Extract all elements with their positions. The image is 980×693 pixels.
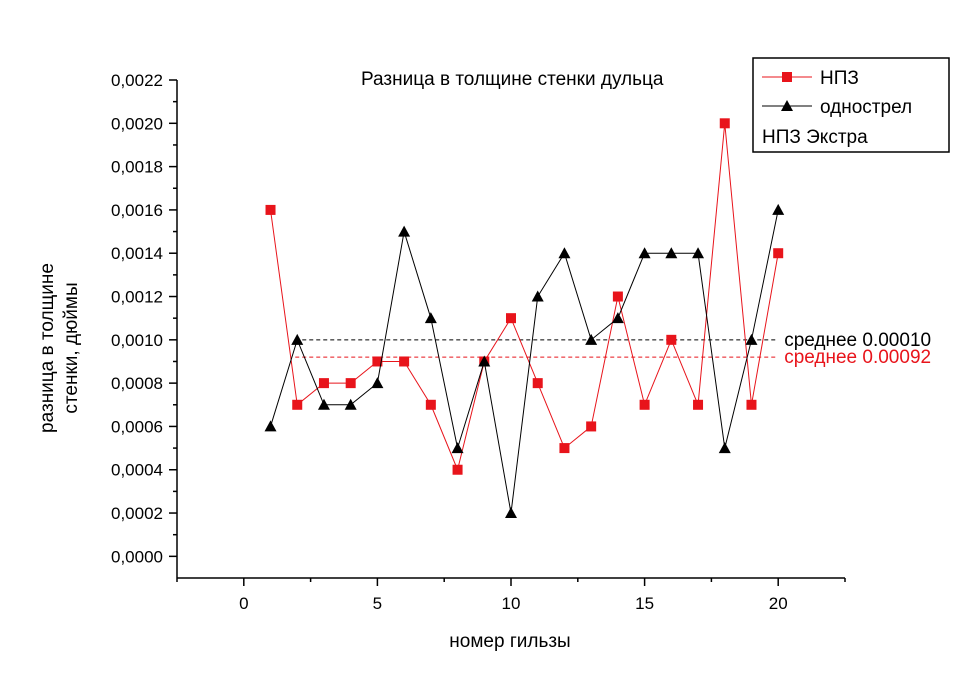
x-tick-label: 20 — [769, 594, 788, 613]
y-tick-label: 0,0000 — [111, 547, 163, 566]
data-point-square — [559, 443, 570, 454]
y-tick-label: 0,0008 — [111, 374, 163, 393]
data-point-square — [345, 378, 356, 389]
data-point-triangle — [772, 203, 785, 215]
legend-marker-npz — [782, 72, 792, 82]
data-point-triangle — [478, 355, 491, 367]
y-tick-label: 0,0020 — [111, 114, 163, 133]
y-axis-title: разница в толщине стенки, дюймы — [37, 263, 82, 433]
data-point-triangle — [558, 247, 571, 259]
data-point-square — [399, 356, 410, 367]
data-point-triangle — [611, 312, 624, 324]
data-point-square — [639, 399, 650, 410]
data-point-triangle — [665, 247, 678, 259]
data-point-triangle — [451, 442, 464, 454]
x-tick-label: 0 — [239, 594, 248, 613]
data-point-square — [773, 248, 784, 259]
data-point-square — [506, 313, 516, 324]
y-tick-label: 0,0016 — [111, 201, 163, 220]
data-point-triangle — [344, 398, 357, 410]
y-tick-label: 0,0014 — [111, 244, 163, 263]
data-point-triangle — [424, 312, 437, 324]
legend-label-odnostrel: однострел — [820, 97, 912, 118]
y-tick-label: 0,0012 — [111, 288, 163, 307]
y-tick-label: 0,0018 — [111, 158, 163, 177]
x-tick-label: 5 — [373, 594, 382, 613]
data-point-triangle — [718, 442, 731, 454]
data-point-triangle — [317, 398, 330, 410]
mean-label: среднее 0.00010 — [784, 330, 931, 351]
data-point-triangle — [745, 333, 758, 345]
legend-marker-odnostrel — [781, 100, 793, 111]
y-tick-label: 0,0004 — [111, 461, 163, 480]
y-axis-title-line-1: разница в толщине — [37, 263, 58, 433]
plot-area: 0,0000 0,0002 0,0004 0,0006 0,0008 0,0010 0,00… — [111, 71, 846, 613]
y-tick-label: 0,0002 — [111, 504, 163, 523]
data-point-square — [425, 399, 436, 410]
chart-title: Разница в толщине стенки дульца — [361, 69, 664, 90]
legend-label-npz: НПЗ — [820, 68, 859, 89]
legend: НПЗ однострел НПЗ Экстра — [752, 57, 950, 153]
data-point-triangle — [692, 247, 705, 259]
series-layer — [264, 118, 785, 519]
data-point-square — [318, 378, 329, 389]
data-point-square — [586, 421, 597, 432]
mean-label: среднее 0.00092 — [784, 347, 931, 368]
data-point-triangle — [291, 333, 304, 345]
data-point-square — [452, 464, 463, 475]
legend-label-extra: НПЗ Экстра — [762, 127, 868, 148]
data-point-triangle — [531, 290, 544, 302]
data-point-triangle — [638, 247, 651, 259]
x-axis-title: номер гильзы — [449, 631, 570, 652]
data-point-square — [372, 356, 383, 367]
y-tick-label: 0,0022 — [111, 71, 163, 90]
y-axis-title-line-2: стенки, дюймы — [61, 282, 82, 413]
data-point-square — [719, 118, 730, 129]
data-point-square — [265, 204, 276, 215]
data-point-triangle — [585, 333, 598, 345]
data-point-square — [666, 334, 677, 345]
series-line-1 — [270, 123, 779, 472]
data-point-square — [746, 399, 757, 410]
data-point-square — [532, 378, 543, 389]
data-point-square — [693, 399, 704, 410]
data-point-triangle — [371, 377, 384, 389]
data-point-triangle — [398, 225, 411, 237]
data-point-square — [292, 399, 303, 410]
data-point-triangle — [505, 507, 517, 519]
x-tick-label: 10 — [502, 594, 521, 613]
data-point-triangle — [264, 420, 277, 432]
y-tick-label: 0,0006 — [111, 417, 163, 436]
series-line-2 — [270, 209, 779, 514]
data-point-square — [612, 291, 623, 302]
y-tick-label: 0,0010 — [111, 331, 163, 350]
x-tick-label: 15 — [635, 594, 654, 613]
